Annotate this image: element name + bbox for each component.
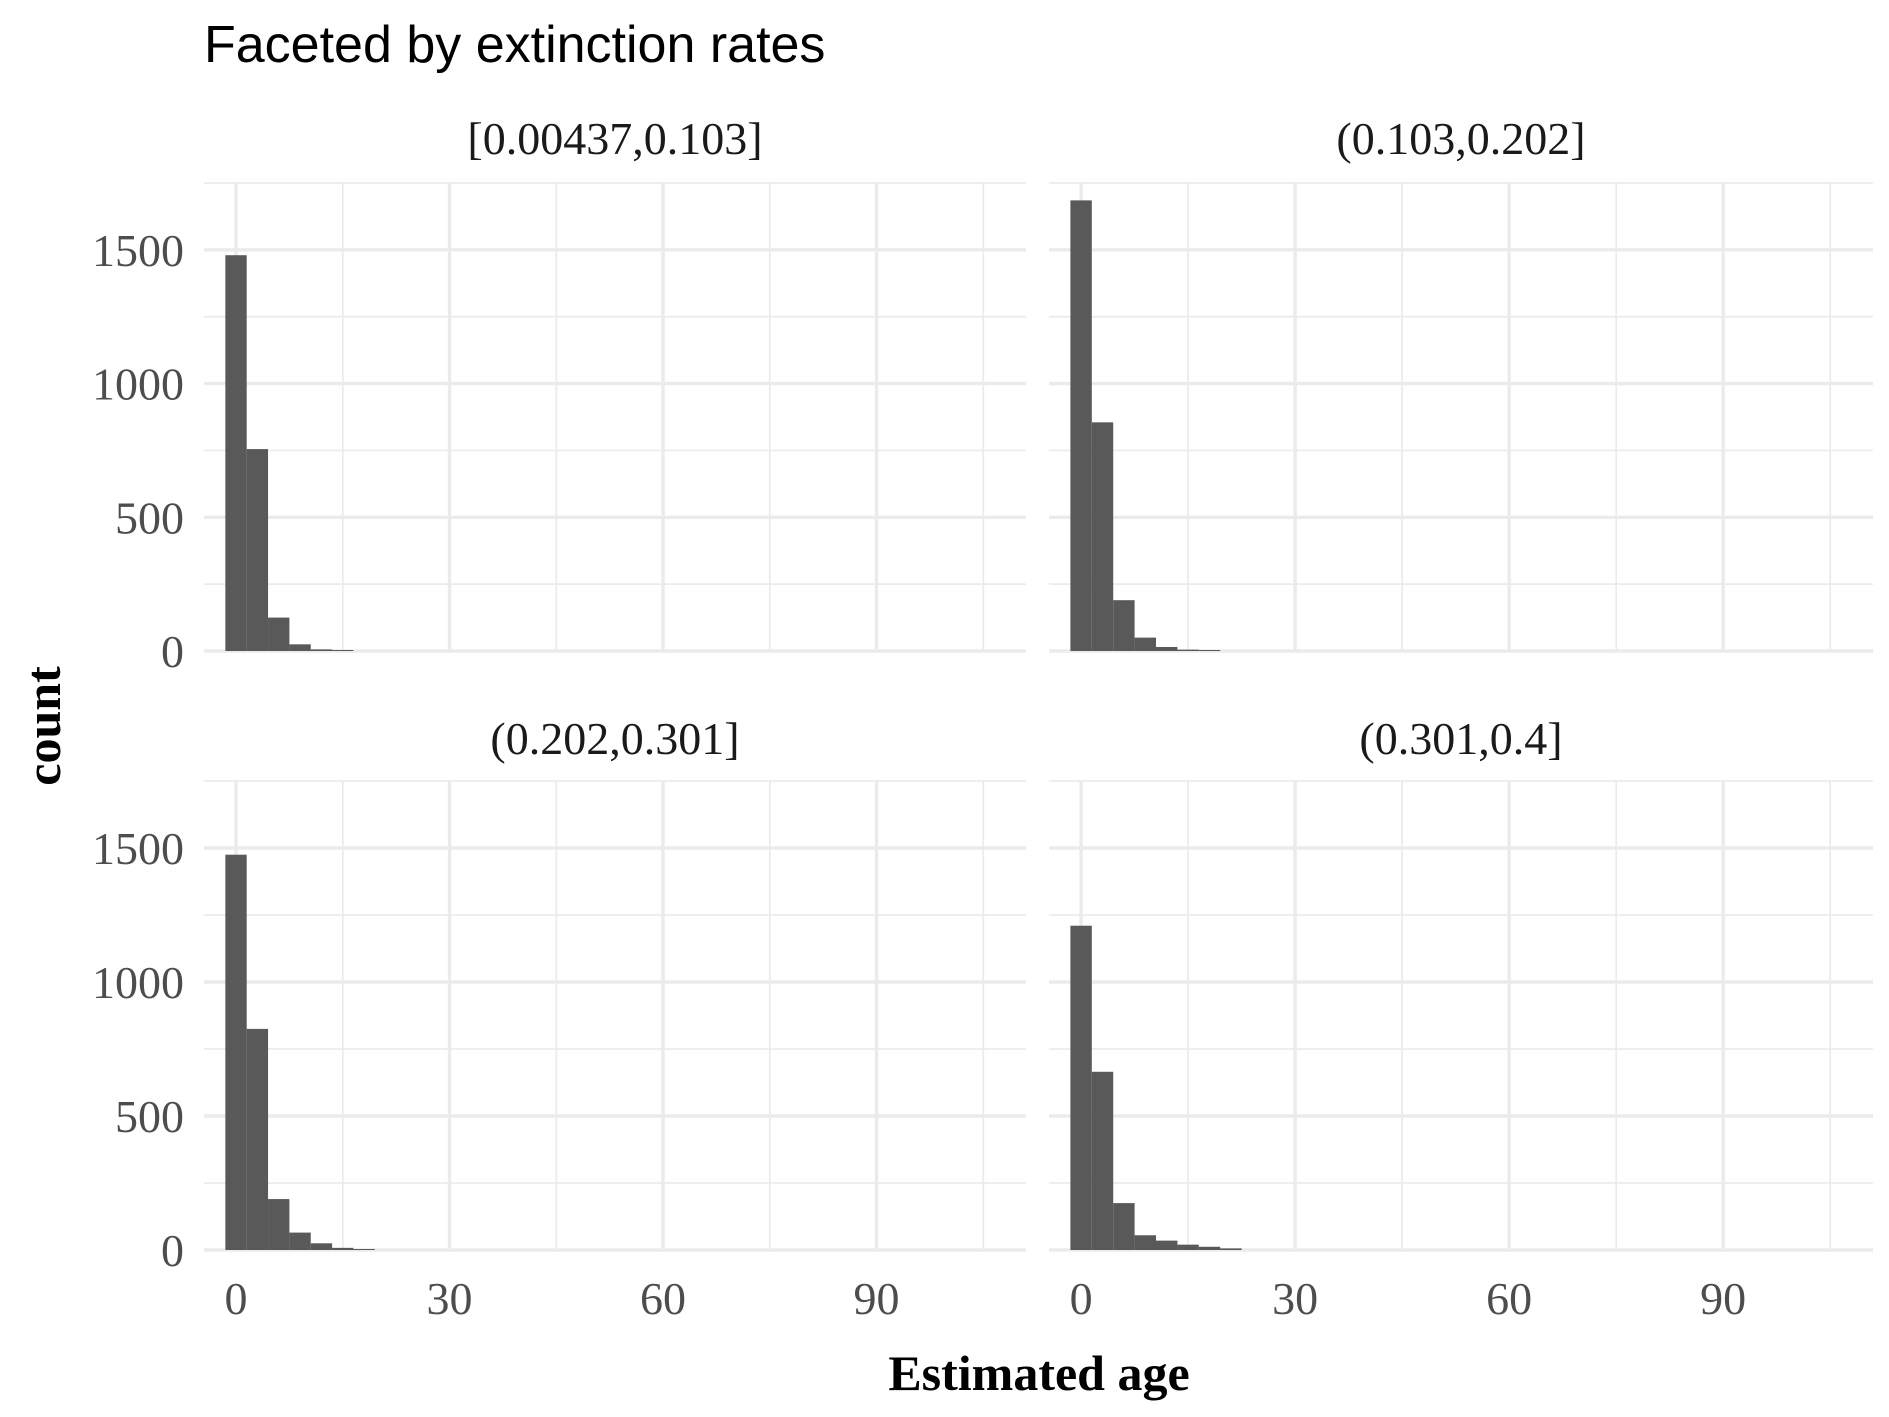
x-tick-label: 30	[427, 1273, 473, 1324]
histogram-bar	[246, 449, 269, 651]
histogram-bar	[1198, 1246, 1221, 1250]
facet-panel: (0.301,0.4] 0 30 60 90	[1049, 713, 1873, 1324]
y-axis-title: count	[15, 666, 71, 786]
histogram-bar	[332, 1247, 354, 1250]
histogram-bar	[1070, 200, 1092, 651]
chart-title: Faceted by extinction rates	[204, 16, 825, 74]
x-axis-title: Estimated age	[888, 1345, 1189, 1401]
histogram-bar	[1070, 925, 1092, 1250]
histogram-bar	[225, 854, 247, 1250]
histogram-bar	[1177, 649, 1199, 651]
x-tick-label: 60	[1486, 1273, 1532, 1324]
histogram-bar	[310, 649, 333, 651]
histogram-bar	[268, 1199, 290, 1250]
facet-strip-label: (0.301,0.4]	[1359, 713, 1562, 764]
y-tick-label: 1000	[92, 957, 184, 1008]
histogram-bar	[1091, 422, 1114, 651]
histogram-bar	[1156, 646, 1178, 651]
facet-strip-label: [0.00437,0.103]	[467, 113, 762, 164]
y-tick-label: 1500	[92, 823, 184, 874]
x-tick-label: 0	[1070, 1273, 1093, 1324]
histogram-bar	[1091, 1071, 1114, 1250]
y-tick-label: 500	[115, 492, 184, 543]
histogram-bar	[289, 1232, 311, 1250]
x-tick-label: 30	[1272, 1273, 1318, 1324]
histogram-bar	[289, 644, 311, 651]
facet-panel: [0.00437,0.103] 0 500 1000 1500	[92, 113, 1026, 677]
histogram-bar	[225, 255, 247, 651]
histogram-bar	[1134, 1235, 1157, 1250]
histogram-bar	[353, 1249, 375, 1250]
histogram-bar	[332, 650, 354, 651]
histogram-bar	[268, 617, 290, 651]
y-tick-label: 1500	[92, 225, 184, 276]
facet-panels: [0.00437,0.103] 0 500 1000 1500 (0.103,0.202]…	[92, 113, 1873, 1324]
histogram-bar	[1220, 1248, 1242, 1250]
histogram-bar	[1113, 600, 1135, 651]
y-tick-label: 500	[115, 1091, 184, 1142]
x-tick-label: 90	[854, 1273, 900, 1324]
facet-strip-label: (0.202,0.301]	[490, 713, 739, 764]
histogram-bar	[310, 1243, 333, 1250]
histogram-bar	[1198, 650, 1221, 651]
x-tick-label: 90	[1700, 1273, 1746, 1324]
y-tick-label: 1000	[92, 359, 184, 410]
histogram-bar	[246, 1028, 269, 1250]
x-tick-label: 0	[225, 1273, 248, 1324]
histogram-bar	[1177, 1244, 1199, 1250]
histogram-bar	[1134, 637, 1157, 651]
facet-strip-label: (0.103,0.202]	[1336, 113, 1585, 164]
y-tick-label: 0	[161, 1225, 184, 1276]
histogram-bar	[1156, 1240, 1178, 1250]
facet-panel: (0.202,0.301] 0 500 1000 1500 0 30 60 90	[92, 713, 1026, 1324]
y-tick-label: 0	[161, 626, 184, 677]
histogram-bar	[1113, 1203, 1135, 1250]
facet-panel: (0.103,0.202]	[1049, 113, 1873, 653]
x-tick-label: 60	[640, 1273, 686, 1324]
